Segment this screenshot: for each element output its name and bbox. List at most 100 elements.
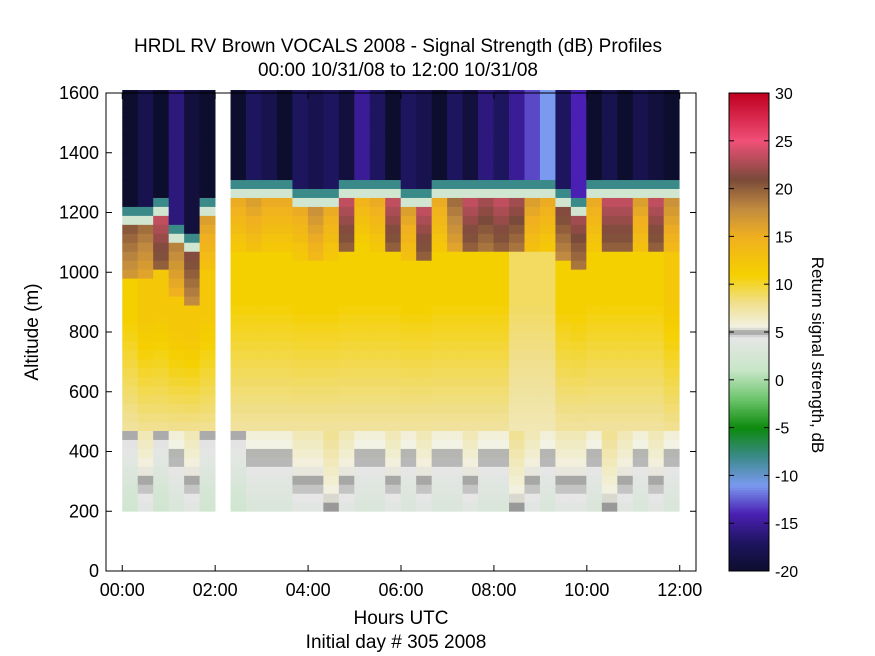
heatmap-cell xyxy=(354,332,371,342)
heatmap-cell xyxy=(137,90,154,100)
heatmap-cell xyxy=(509,385,525,396)
heatmap-cell xyxy=(586,116,603,127)
heatmap-cell xyxy=(184,125,201,136)
heatmap-cell xyxy=(276,448,293,458)
heatmap-cell xyxy=(276,376,293,387)
heatmap-cell xyxy=(400,439,417,449)
heatmap-cell xyxy=(617,502,634,512)
heatmap-cell xyxy=(369,215,386,225)
heatmap-cell xyxy=(478,323,494,333)
heatmap-cell xyxy=(369,412,386,423)
heatmap-cell xyxy=(617,224,634,234)
heatmap-cell xyxy=(617,448,634,458)
heatmap-cell xyxy=(493,224,510,234)
heatmap-cell xyxy=(648,466,665,476)
heatmap-cell xyxy=(184,116,201,127)
heatmap-cell xyxy=(338,466,355,476)
heatmap-cell xyxy=(369,457,386,467)
heatmap-cell xyxy=(555,287,572,297)
heatmap-cell xyxy=(462,197,479,207)
colorbar-band xyxy=(729,461,769,464)
colorbar-band xyxy=(729,136,769,139)
heatmap-cell xyxy=(555,179,572,189)
heatmap-cell xyxy=(137,502,154,512)
heatmap-cell xyxy=(385,314,402,324)
colorbar-band xyxy=(729,317,769,321)
heatmap-cell xyxy=(632,161,649,172)
heatmap-cell xyxy=(431,314,448,324)
heatmap-cell xyxy=(447,448,463,458)
heatmap-cell xyxy=(524,188,541,198)
colorbar-band xyxy=(729,499,769,503)
heatmap-cell xyxy=(493,376,510,387)
heatmap-cell xyxy=(462,305,479,315)
heatmap-cell xyxy=(493,466,510,476)
colorbar-band xyxy=(729,516,769,519)
colorbar-band xyxy=(729,210,769,213)
heatmap-cell xyxy=(385,287,402,297)
heatmap-cell xyxy=(447,278,463,288)
heatmap-cell xyxy=(632,403,649,414)
heatmap-cell xyxy=(354,260,371,270)
heatmap-cell xyxy=(354,358,371,369)
heatmap-cell xyxy=(524,305,541,315)
heatmap-cell xyxy=(400,107,417,118)
heatmap-cell xyxy=(493,314,510,324)
heatmap-cell xyxy=(122,125,139,136)
heatmap-cell xyxy=(478,376,494,387)
heatmap-cell xyxy=(462,457,479,467)
heatmap-cell xyxy=(509,242,525,252)
heatmap-cell xyxy=(153,251,170,261)
heatmap-cell xyxy=(447,421,463,431)
colorbar-band xyxy=(729,119,769,123)
heatmap-cell xyxy=(276,412,293,423)
heatmap-cell xyxy=(570,439,587,449)
heatmap-cell xyxy=(555,367,572,378)
heatmap-cell xyxy=(338,403,355,414)
colorbar-band xyxy=(729,174,769,178)
heatmap-cell xyxy=(122,143,139,154)
y-axis-label: Altitude (m) xyxy=(22,283,43,380)
heatmap-cell xyxy=(230,161,247,172)
heatmap-cell xyxy=(230,376,247,387)
heatmap-cell xyxy=(570,475,587,485)
heatmap-cell xyxy=(230,125,247,136)
heatmap-cell xyxy=(199,484,216,494)
heatmap-cell xyxy=(199,269,216,279)
heatmap-cell xyxy=(431,475,448,485)
heatmap-cell xyxy=(276,179,293,189)
heatmap-cell xyxy=(416,385,433,396)
colorbar-band xyxy=(729,518,769,522)
heatmap-cell xyxy=(199,332,216,342)
heatmap-cell xyxy=(307,403,324,414)
heatmap-cell xyxy=(168,439,185,449)
heatmap-cell xyxy=(261,448,278,458)
heatmap-cell xyxy=(462,260,479,270)
heatmap-cell xyxy=(369,197,386,207)
heatmap-cell xyxy=(137,143,154,154)
heatmap-cell xyxy=(509,367,525,378)
heatmap-cell xyxy=(400,233,417,243)
heatmap-cell xyxy=(323,152,340,163)
heatmap-cell xyxy=(307,170,324,181)
heatmap-cell xyxy=(447,403,463,414)
heatmap-cell xyxy=(122,332,139,342)
heatmap-cell xyxy=(276,197,293,207)
heatmap-cell xyxy=(153,493,170,503)
heatmap-cell xyxy=(153,430,170,440)
heatmap-cell xyxy=(632,358,649,369)
heatmap-cell xyxy=(601,287,618,297)
heatmap-cell xyxy=(555,170,572,181)
heatmap-cell xyxy=(354,98,371,109)
colorbar-band xyxy=(729,95,769,99)
heatmap-cell xyxy=(292,269,309,279)
heatmap-cell xyxy=(478,403,494,414)
heatmap-cell xyxy=(323,242,340,252)
heatmap-cell xyxy=(246,251,262,261)
colorbar-band xyxy=(729,511,769,515)
heatmap-cell xyxy=(586,323,603,333)
heatmap-cell xyxy=(323,484,340,494)
heatmap-cell xyxy=(230,296,247,306)
heatmap-cell xyxy=(230,179,247,189)
colorbar-band xyxy=(729,140,769,144)
